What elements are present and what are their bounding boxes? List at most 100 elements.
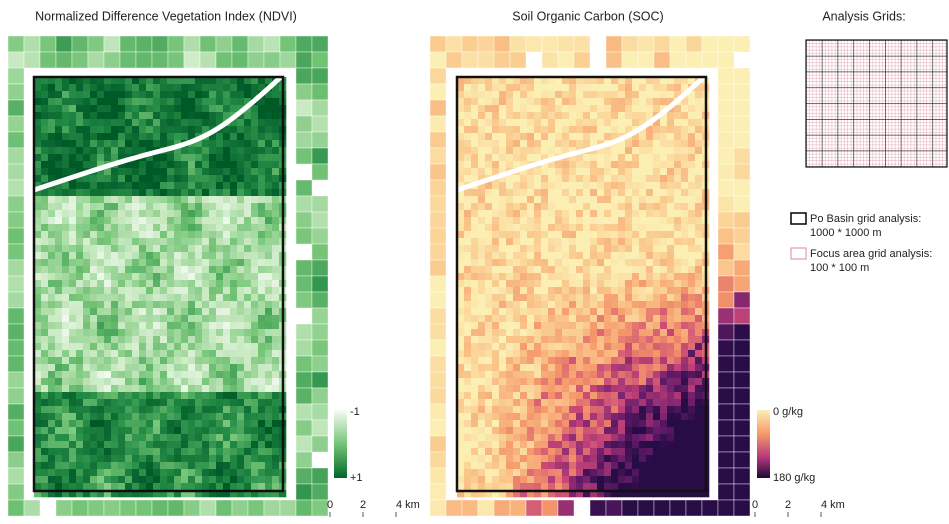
raster-cell bbox=[569, 105, 576, 112]
raster-cell bbox=[188, 168, 195, 175]
raster-cell bbox=[583, 392, 590, 399]
raster-cell bbox=[90, 154, 97, 161]
raster-cell bbox=[181, 385, 188, 392]
raster-cell bbox=[555, 329, 562, 336]
raster-cell bbox=[62, 112, 69, 119]
raster-cell bbox=[244, 112, 251, 119]
raster-cell bbox=[237, 343, 244, 350]
raster-cell bbox=[237, 231, 244, 238]
raster-cell bbox=[562, 455, 569, 462]
raster-cell bbox=[625, 140, 632, 147]
raster-cell bbox=[125, 476, 132, 483]
raster-cell bbox=[48, 105, 55, 112]
raster-cell bbox=[160, 126, 167, 133]
raster-cell bbox=[48, 196, 55, 203]
raster-cell bbox=[265, 469, 272, 476]
raster-cell bbox=[272, 483, 279, 490]
raster-cell bbox=[513, 84, 520, 91]
raster-cell bbox=[296, 500, 312, 516]
raster-cell bbox=[576, 413, 583, 420]
raster-cell bbox=[258, 238, 265, 245]
raster-cell bbox=[8, 116, 24, 132]
raster-cell bbox=[688, 336, 695, 343]
raster-cell bbox=[674, 350, 681, 357]
raster-cell bbox=[90, 308, 97, 315]
raster-cell bbox=[667, 308, 674, 315]
raster-cell bbox=[506, 266, 513, 273]
raster-cell bbox=[118, 427, 125, 434]
raster-cell bbox=[76, 203, 83, 210]
raster-cell bbox=[590, 399, 597, 406]
raster-cell bbox=[562, 245, 569, 252]
raster-cell bbox=[555, 91, 562, 98]
raster-cell bbox=[464, 336, 471, 343]
raster-cell bbox=[160, 406, 167, 413]
raster-cell bbox=[562, 476, 569, 483]
raster-cell bbox=[674, 231, 681, 238]
raster-cell bbox=[237, 371, 244, 378]
raster-cell bbox=[62, 315, 69, 322]
raster-cell bbox=[478, 315, 485, 322]
raster-cell bbox=[48, 273, 55, 280]
raster-cell bbox=[548, 427, 555, 434]
raster-cell bbox=[272, 420, 279, 427]
raster-cell bbox=[230, 385, 237, 392]
raster-cell bbox=[464, 189, 471, 196]
raster-cell bbox=[638, 52, 654, 68]
raster-cell bbox=[583, 203, 590, 210]
raster-cell bbox=[8, 196, 24, 212]
raster-cell bbox=[104, 392, 111, 399]
raster-cell bbox=[718, 308, 734, 324]
raster-cell bbox=[272, 245, 279, 252]
raster-cell bbox=[485, 259, 492, 266]
raster-cell bbox=[695, 455, 702, 462]
raster-cell bbox=[174, 448, 181, 455]
raster-cell bbox=[97, 392, 104, 399]
raster-cell bbox=[499, 189, 506, 196]
raster-cell bbox=[639, 483, 646, 490]
raster-cell bbox=[174, 91, 181, 98]
raster-cell bbox=[8, 356, 24, 372]
raster-cell bbox=[471, 168, 478, 175]
raster-cell bbox=[62, 420, 69, 427]
raster-cell bbox=[506, 294, 513, 301]
raster-cell bbox=[251, 294, 258, 301]
raster-cell bbox=[499, 441, 506, 448]
raster-cell bbox=[576, 329, 583, 336]
raster-cell bbox=[111, 217, 118, 224]
raster-cell bbox=[646, 336, 653, 343]
raster-cell bbox=[132, 301, 139, 308]
raster-cell bbox=[569, 483, 576, 490]
raster-cell bbox=[272, 434, 279, 441]
raster-cell bbox=[534, 462, 541, 469]
raster-cell bbox=[258, 301, 265, 308]
raster-cell bbox=[181, 322, 188, 329]
raster-cell bbox=[513, 273, 520, 280]
raster-cell bbox=[606, 36, 622, 52]
raster-cell bbox=[125, 448, 132, 455]
raster-cell bbox=[499, 371, 506, 378]
raster-cell bbox=[312, 372, 328, 388]
raster-cell bbox=[146, 350, 153, 357]
raster-cell bbox=[90, 483, 97, 490]
raster-cell bbox=[258, 280, 265, 287]
raster-cell bbox=[139, 357, 146, 364]
raster-cell bbox=[718, 372, 734, 388]
raster-cell bbox=[8, 308, 24, 324]
raster-cell bbox=[520, 154, 527, 161]
raster-cell bbox=[646, 252, 653, 259]
raster-cell bbox=[251, 133, 258, 140]
raster-cell bbox=[576, 196, 583, 203]
raster-cell bbox=[167, 287, 174, 294]
raster-cell bbox=[195, 259, 202, 266]
raster-cell bbox=[430, 404, 446, 420]
raster-cell bbox=[513, 224, 520, 231]
raster-cell bbox=[632, 322, 639, 329]
raster-cell bbox=[590, 336, 597, 343]
raster-cell bbox=[569, 308, 576, 315]
raster-cell bbox=[639, 84, 646, 91]
raster-cell bbox=[485, 182, 492, 189]
raster-cell bbox=[513, 189, 520, 196]
raster-cell bbox=[618, 420, 625, 427]
raster-cell bbox=[265, 413, 272, 420]
